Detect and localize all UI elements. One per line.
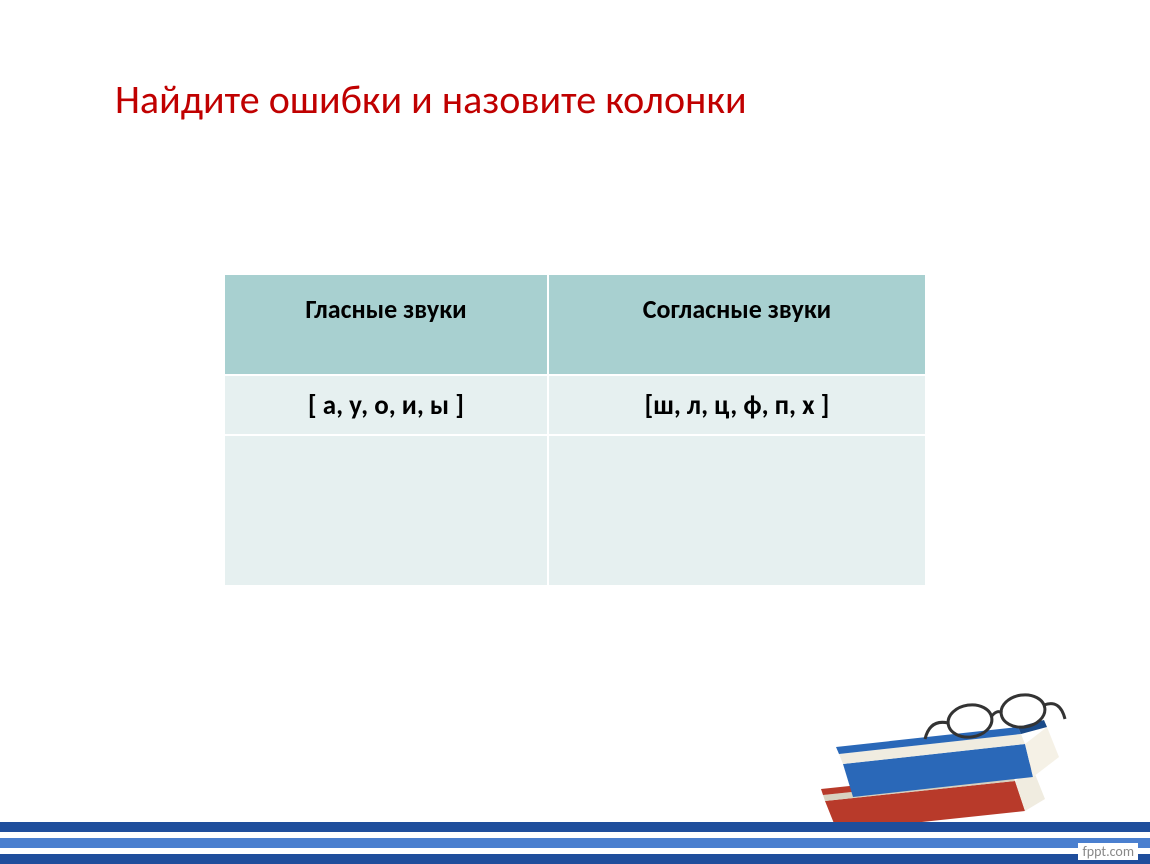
empty-cell — [225, 435, 548, 585]
table-row: [ а, у, о, и, ы ] [ш, л, ц, ф, п, х ] — [225, 375, 925, 435]
vowels-cell: [ а, у, о, и, ы ] — [225, 375, 548, 435]
stripe — [0, 838, 1150, 848]
table-row — [225, 435, 925, 585]
watermark: fppt.com — [1078, 843, 1138, 860]
column-header-consonants: Согласные звуки — [548, 275, 925, 375]
column-header-vowels: Гласные звуки — [225, 275, 548, 375]
stripe — [0, 854, 1150, 864]
books-illustration — [815, 649, 1075, 839]
table-header-row: Гласные звуки Согласные звуки — [225, 275, 925, 375]
stripe — [0, 822, 1150, 832]
consonants-cell: [ш, л, ц, ф, п, х ] — [548, 375, 925, 435]
slide-title: Найдите ошибки и назовите колонки — [115, 75, 747, 124]
empty-cell — [548, 435, 925, 585]
footer-stripes — [0, 822, 1150, 864]
sounds-table: Гласные звуки Согласные звуки [ а, у, о,… — [225, 275, 925, 585]
